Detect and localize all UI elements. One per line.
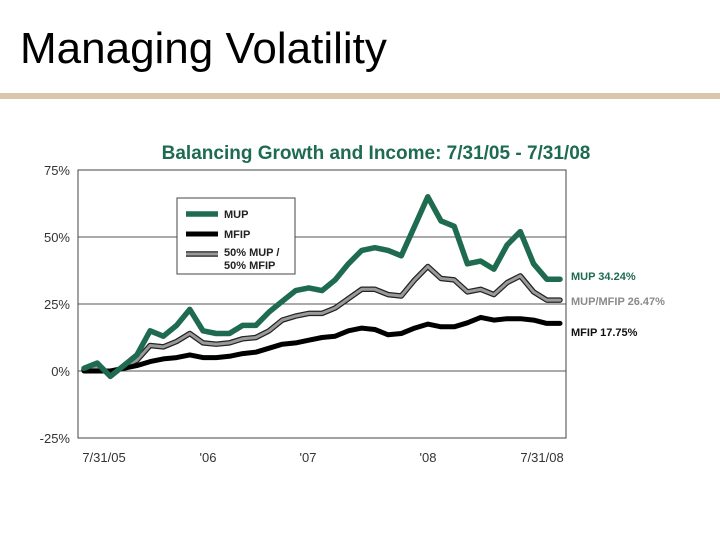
chart-legend: MUP MFIP 50% MUP /50% MFIP [176,197,296,275]
slide-title: Managing Volatility [20,24,387,73]
legend-label-mfip: MFIP [224,229,250,241]
plot-frame [77,169,567,439]
x-tick-label: '08 [420,450,437,465]
chart-title: Balancing Growth and Income: 7/31/05 - 7… [162,143,591,164]
x-tick-label: 7/31/05 [82,450,125,465]
legend-label-mup: MUP [224,209,248,221]
end-label-mup: MUP 34.24% [571,271,636,283]
series-line-mfip [81,314,563,374]
title-divider [0,93,720,99]
chart-series [81,194,563,380]
legend-label-blend-2: 50% MFIP [224,260,275,272]
y-tick-label: -25% [40,431,71,446]
x-tick-label: '06 [200,450,217,465]
x-tick-label: 7/31/08 [520,450,563,465]
y-axis-ticks: 75% 50% 25% 0% -25% [40,163,71,446]
series-line-blend [82,265,562,376]
series-line-mup [81,194,563,380]
legend-label-blend-1: 50% MUP / [224,247,279,259]
y-tick-label: 25% [44,297,70,312]
y-tick-label: 50% [44,230,70,245]
end-label-blend: MUP/MFIP 26.47% [571,296,665,308]
x-axis-ticks: 7/31/05 '06 '07 '08 7/31/08 [82,450,563,465]
y-tick-label: 0% [51,364,70,379]
chart-gridlines [78,169,566,439]
end-label-mfip: MFIP 17.75% [571,327,638,339]
x-tick-label: '07 [300,450,317,465]
y-tick-label: 75% [44,163,70,178]
series-end-labels: MUP 34.24% MUP/MFIP 26.47% MFIP 17.75% [571,271,665,339]
